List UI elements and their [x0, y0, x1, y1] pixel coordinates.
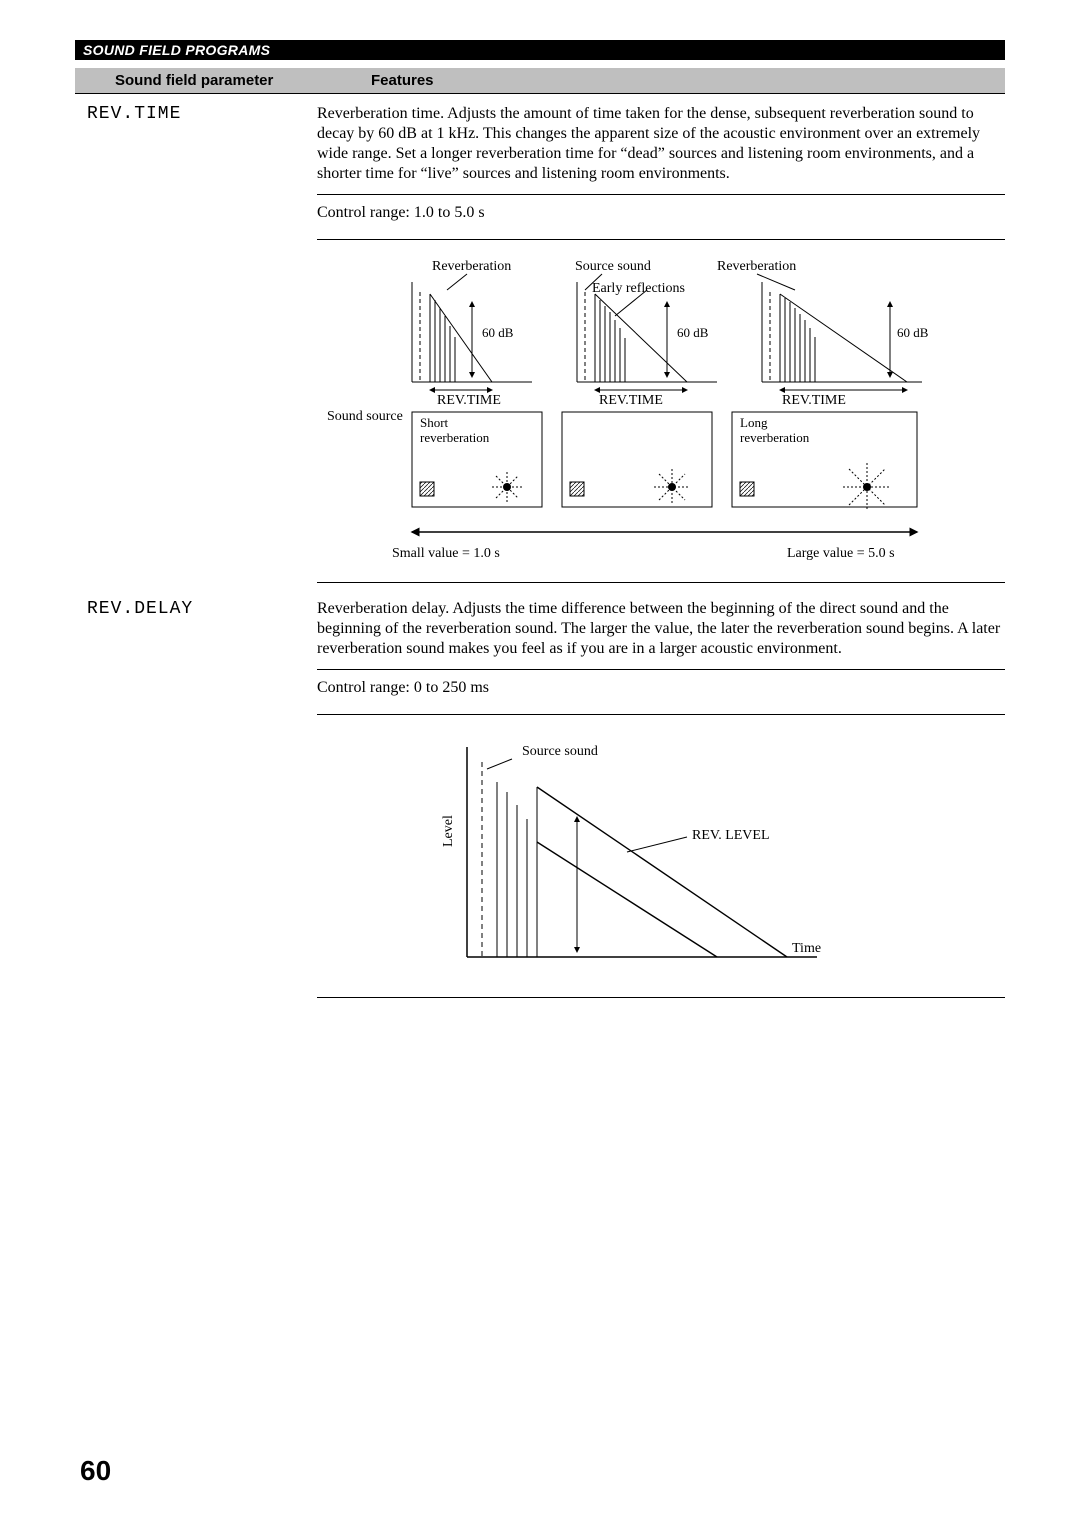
label-revtime: REV.TIME — [437, 393, 501, 408]
svg-text:reverberation: reverberation — [420, 430, 490, 445]
label-sound-source: Sound source — [327, 409, 403, 424]
label-reverberation: Reverberation — [432, 259, 511, 274]
label-small-value: Small value = 1.0 s — [392, 546, 500, 561]
divider — [317, 582, 1005, 583]
control-range: Control range: 1.0 to 5.0 s — [317, 201, 1005, 229]
label-60db: 60 dB — [677, 325, 709, 340]
label-level: Level — [441, 815, 456, 847]
divider — [317, 239, 1005, 240]
parameter-description: Reverberation time. Adjusts the amount o… — [317, 104, 1005, 184]
table-row: REV.TIME Reverberation time. Adjusts the… — [75, 94, 1005, 589]
label-60db: 60 dB — [482, 325, 514, 340]
label-reverberation: Reverberation — [717, 259, 796, 274]
label-early-reflections: Early reflections — [592, 281, 685, 296]
label-60db: 60 dB — [897, 325, 929, 340]
label-source-sound: Source sound — [575, 259, 651, 274]
divider — [317, 669, 1005, 670]
revdelay-figure: Level Source sound — [317, 721, 1005, 987]
svg-text:Long: Long — [740, 415, 768, 430]
label-rev-level: REV. LEVEL — [692, 828, 770, 843]
label-large-value: Large value = 5.0 s — [787, 546, 895, 561]
parameter-description: Reverberation delay. Adjusts the time di… — [317, 599, 1005, 659]
table-row: REV.DELAY Reverberation delay. Adjusts t… — [75, 589, 1005, 1004]
page-number: 60 — [80, 1455, 111, 1487]
divider — [317, 194, 1005, 195]
label-revtime: REV.TIME — [599, 393, 663, 408]
svg-text:Short: Short — [420, 415, 449, 430]
section-header: SOUND FIELD PROGRAMS — [75, 40, 1005, 60]
column-header-row: Sound field parameter Features — [75, 68, 1005, 94]
parameter-name: REV.TIME — [75, 94, 317, 589]
label-time: Time — [792, 941, 821, 956]
divider — [317, 714, 1005, 715]
parameter-name: REV.DELAY — [75, 589, 317, 1004]
divider — [317, 997, 1005, 998]
control-range: Control range: 0 to 250 ms — [317, 676, 1005, 704]
label-source-sound: Source sound — [522, 744, 598, 759]
column-header-features: Features — [363, 68, 1005, 93]
svg-text:reverberation: reverberation — [740, 430, 810, 445]
revtime-figure: 60 dB — [317, 246, 1005, 572]
column-header-parameter: Sound field parameter — [75, 68, 363, 93]
label-revtime: REV.TIME — [782, 393, 846, 408]
